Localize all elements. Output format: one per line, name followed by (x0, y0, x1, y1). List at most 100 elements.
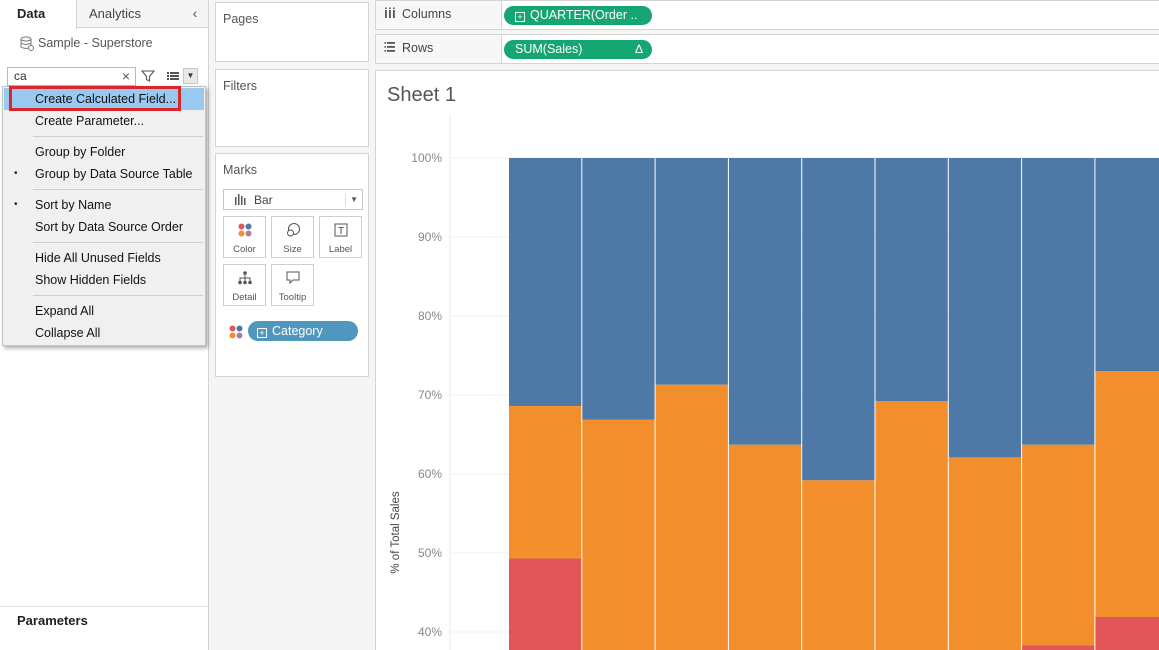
menu-separator (33, 295, 203, 296)
menu-item-sort-by-name[interactable]: • Sort by Name (4, 194, 204, 216)
chevron-down-icon: ▼ (345, 193, 358, 207)
data-pane-context-menu: Create Calculated Field... Create Paramet… (2, 86, 206, 346)
label-button[interactable]: T Label (319, 216, 362, 258)
label-button-label: Label (328, 244, 353, 255)
field-search-input[interactable]: ca (7, 67, 136, 86)
bar-segment-furniture (802, 158, 875, 481)
pane-menu-dropdown-icon[interactable]: ▼ (183, 68, 198, 84)
worksheet-view: Sheet 1 100% 90% 80% 70% 60% 50% 40% % of Total… (375, 70, 1159, 650)
bar-segment-office-supplies (509, 406, 582, 559)
bar-segment-technology (509, 558, 582, 650)
filters-card[interactable]: Filters (215, 69, 369, 147)
clear-search-icon[interactable]: × (121, 68, 131, 84)
y-tick-label: 50% (418, 546, 442, 560)
tooltip-button[interactable]: Tooltip (271, 264, 314, 306)
filter-icon[interactable] (140, 68, 156, 85)
y-tick-label: 60% (418, 467, 442, 481)
bar-segment-office-supplies (802, 480, 875, 650)
menu-item-group-by-folder[interactable]: Group by Folder (4, 141, 204, 163)
y-tick-label: 90% (418, 230, 442, 244)
quarter-order-date-pill[interactable]: + QUARTER(Order .. (504, 6, 652, 25)
pane-tabbar: Data Analytics ‹ (0, 0, 208, 29)
size-icon (272, 222, 313, 240)
menu-item-label: Show Hidden Fields (35, 273, 147, 287)
category-pill-label: Category (272, 324, 323, 338)
menu-item-sort-by-data-source-order[interactable]: Sort by Data Source Order (4, 216, 204, 238)
columns-shelf-label: Columns (376, 1, 502, 29)
detail-button[interactable]: Detail (223, 264, 266, 306)
detail-icon (224, 270, 265, 288)
menu-item-label: Expand All (35, 304, 95, 318)
menu-item-hide-all-unused-fields[interactable]: Hide All Unused Fields (4, 247, 204, 269)
category-field-pill[interactable]: + Category (248, 321, 358, 341)
marks-card: Marks Bar ▼ Color Size T Label Detail (215, 153, 369, 377)
menu-item-create-parameter[interactable]: Create Parameter... (4, 110, 204, 132)
bar-segment-office-supplies (1095, 371, 1159, 617)
menu-item-label: Create Parameter... (35, 114, 145, 128)
y-tick-label: 70% (418, 388, 442, 402)
columns-pill-label: QUARTER(Order .. (530, 8, 638, 22)
menu-item-label: Sort by Data Source Order (35, 220, 183, 234)
bar-segment-furniture (509, 158, 582, 407)
detail-button-label: Detail (232, 292, 257, 303)
color-button[interactable]: Color (223, 216, 266, 258)
menu-item-label: Group by Data Source Table (35, 167, 193, 181)
menu-item-label: Hide All Unused Fields (35, 251, 161, 265)
menu-separator (33, 136, 203, 137)
menu-item-group-by-data-source-table[interactable]: • Group by Data Source Table (4, 163, 204, 185)
bar-segment-office-supplies (582, 419, 655, 650)
bar-segment-furniture (875, 158, 948, 402)
menu-item-show-hidden-fields[interactable]: Show Hidden Fields (4, 269, 204, 291)
datasource-item[interactable]: Sample - Superstore (20, 34, 153, 52)
marks-title: Marks (223, 163, 258, 177)
color-encoding-icon (228, 324, 244, 340)
list-view-icon[interactable] (165, 68, 181, 85)
menu-item-create-calculated-field[interactable]: Create Calculated Field... (4, 88, 204, 110)
y-tick-label: 80% (418, 309, 442, 323)
tooltip-icon (272, 270, 313, 288)
filters-title: Filters (223, 79, 258, 93)
tab-analytics[interactable]: Analytics (89, 6, 142, 21)
menu-item-label: Create Calculated Field... (35, 92, 177, 106)
datasource-name: Sample - Superstore (38, 36, 153, 50)
bar-segment-furniture (582, 158, 655, 420)
bar-segment-furniture (948, 158, 1022, 458)
bar-segment-office-supplies (948, 457, 1022, 650)
rows-shelf[interactable]: Rows SUM(Sales) Δ (375, 34, 1159, 64)
pages-title: Pages (223, 12, 259, 26)
menu-item-expand-all[interactable]: Expand All (4, 300, 204, 322)
y-tick-label: 40% (418, 625, 442, 639)
tab-data[interactable]: Data (0, 0, 77, 29)
bar-segment-furniture (1022, 158, 1095, 445)
table-calc-delta-icon: Δ (634, 42, 643, 56)
bar-segment-furniture (655, 158, 728, 385)
bar-segment-office-supplies (1022, 444, 1095, 646)
size-button-label: Size (283, 244, 302, 255)
color-field-row: + Category (228, 321, 363, 343)
menu-item-collapse-all[interactable]: Collapse All (4, 322, 204, 344)
parameters-section: Parameters (0, 606, 208, 650)
size-button[interactable]: Size (271, 216, 314, 258)
database-icon (20, 36, 34, 51)
rows-label: Rows (402, 41, 434, 55)
collapse-pane-icon[interactable]: ‹ (192, 5, 198, 21)
columns-label: Columns (402, 7, 452, 21)
bar-mark-icon (234, 193, 248, 208)
field-search-row: ca × ▼ (7, 67, 202, 87)
columns-shelf[interactable]: Columns + QUARTER(Order .. (375, 0, 1159, 30)
menu-item-label: Collapse All (35, 326, 101, 340)
color-button-label: Color (233, 244, 256, 255)
mark-type-dropdown[interactable]: Bar ▼ (223, 189, 363, 210)
label-icon: T (320, 222, 361, 240)
expand-plus-icon[interactable]: + (515, 12, 525, 22)
menu-item-label: Group by Folder (35, 145, 126, 159)
tooltip-button-label: Tooltip (278, 292, 307, 303)
sum-sales-pill[interactable]: SUM(Sales) Δ (504, 40, 652, 59)
rows-icon (384, 41, 396, 56)
pages-card[interactable]: Pages (215, 2, 369, 62)
expand-plus-icon[interactable]: + (257, 328, 267, 338)
y-axis-title: % of Total Sales (390, 491, 402, 574)
selected-bullet-icon: • (14, 199, 18, 210)
parameters-label: Parameters (17, 613, 88, 628)
sheet-title: Sheet 1 (387, 84, 456, 106)
